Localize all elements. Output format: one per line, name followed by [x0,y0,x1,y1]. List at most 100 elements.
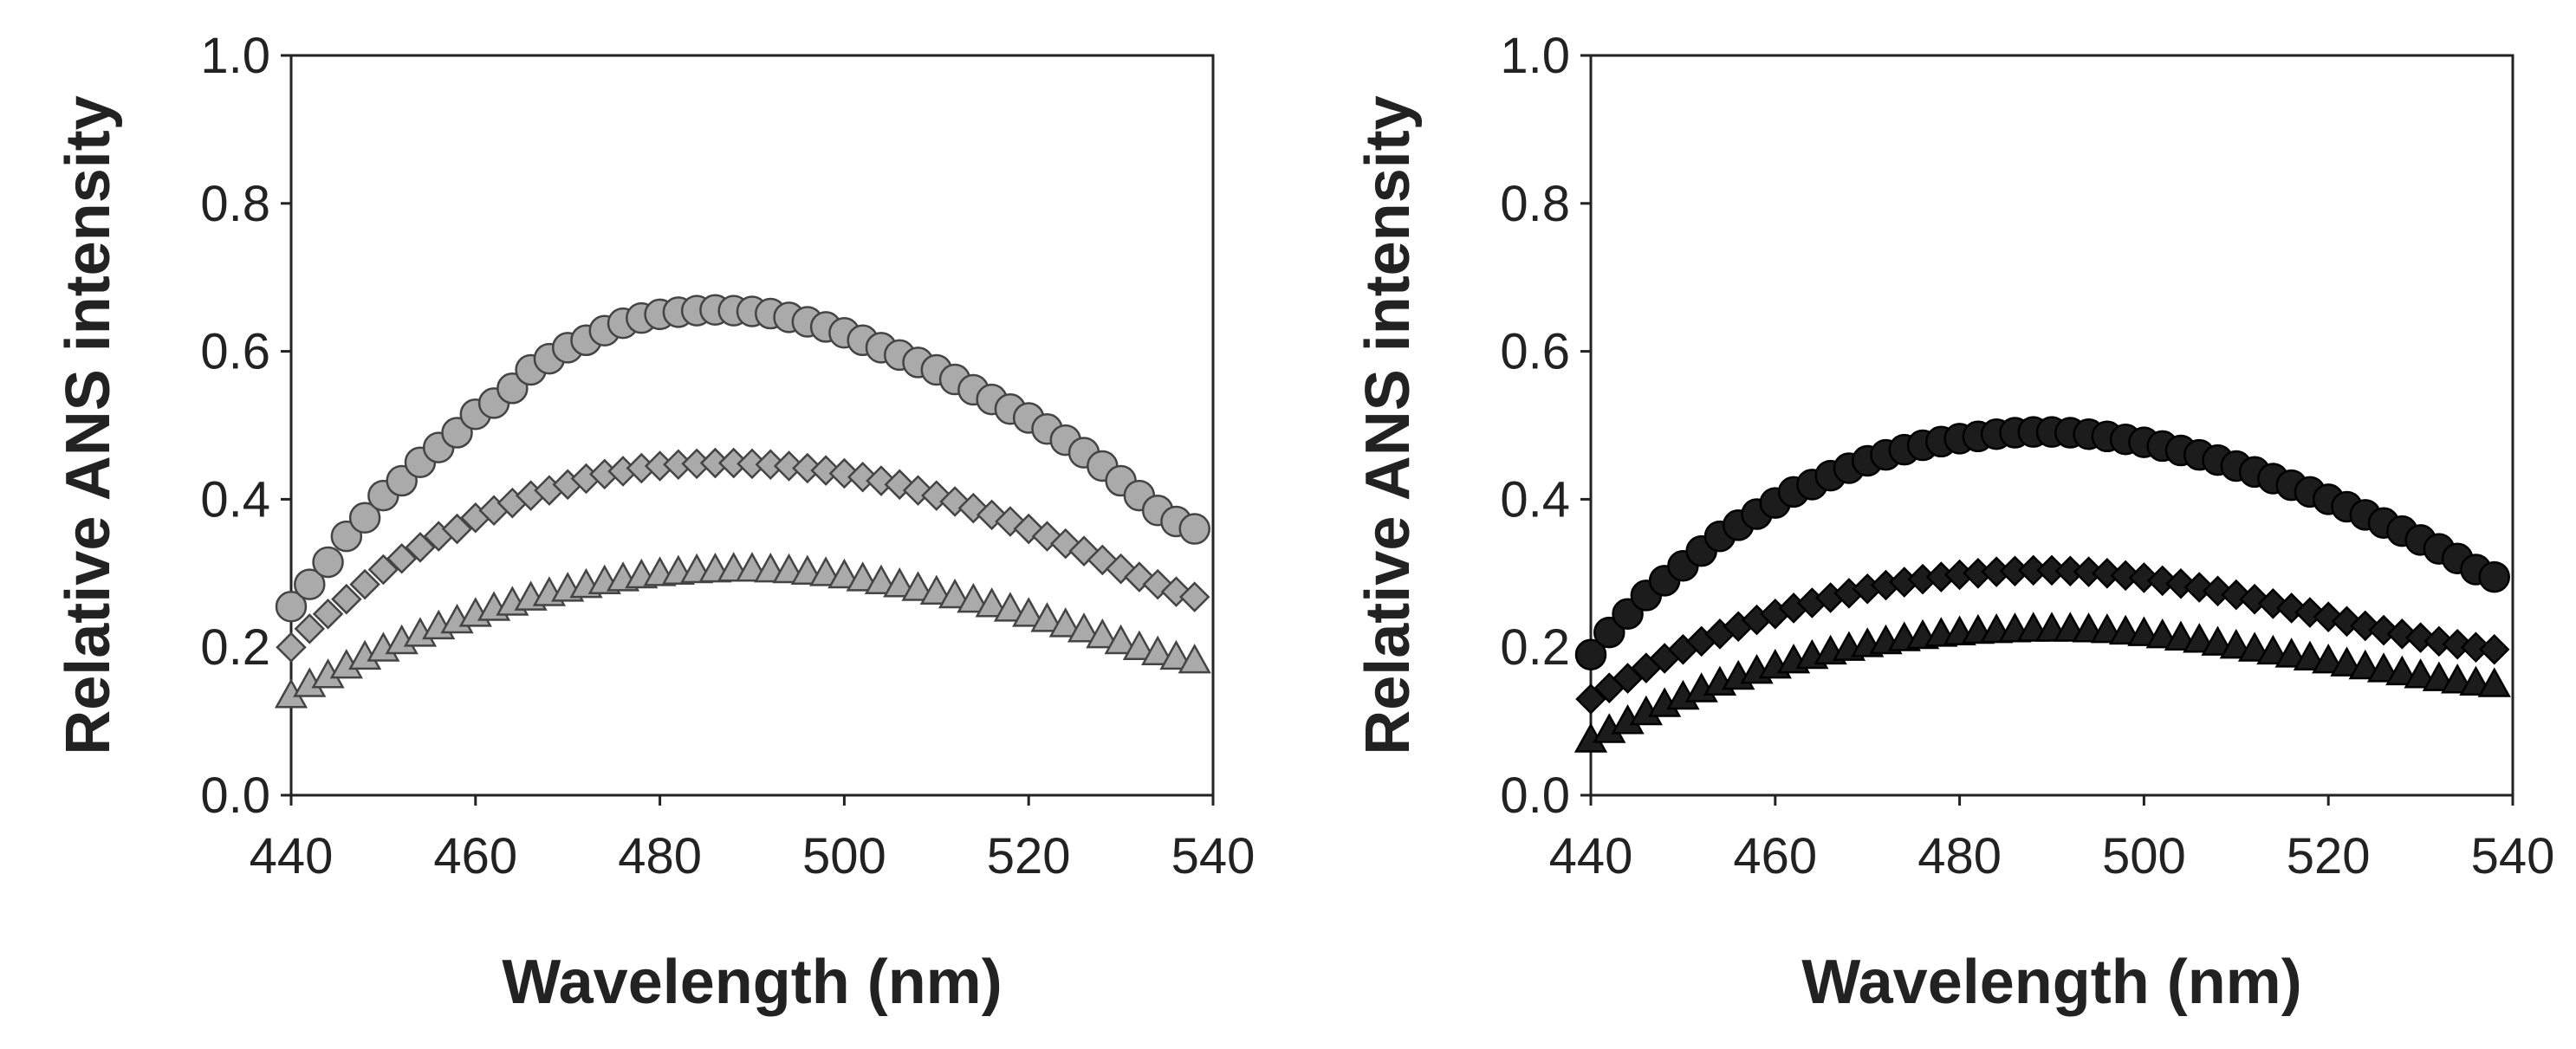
data-point-diamond [367,554,399,586]
data-point-triangle [975,587,1009,618]
series-triangle [274,552,1211,709]
data-point-triangle [1012,597,1046,627]
y-tick-label: 1.0 [1500,28,1570,84]
data-point-diamond [2478,633,2510,665]
data-point-triangle [1122,630,1157,661]
data-point-triangle [808,556,843,586]
data-point-circle [312,546,344,579]
y-tick-label: 0.4 [200,471,270,528]
y-tick-label: 0.6 [200,324,270,380]
data-point-diamond [405,532,436,563]
y-tick-label: 0.8 [200,176,270,232]
x-tick-label: 460 [433,828,517,884]
data-point-triangle [2274,638,2308,668]
y-tick-label: 1.0 [200,28,270,84]
data-point-triangle [2348,649,2382,680]
y-tick-label: 0.4 [1500,471,1570,528]
y-tick-label: 0.0 [1500,767,1570,824]
y-tick-label: 0.0 [200,767,270,824]
data-point-triangle [1178,643,1211,674]
data-point-triangle [2293,640,2327,671]
data-point-circle [294,568,326,600]
y-tick-label: 0.2 [200,619,270,676]
data-point-triangle [2183,623,2216,653]
data-point-triangle [2164,620,2198,651]
data-point-triangle [957,582,990,613]
series-circle [275,294,1210,623]
right-chart-panel: 0.0 0.2 0.4 0.6 0.8 1.0 440 460 480 500 520 540 Wave… [1353,28,2554,1017]
data-point-triangle [1086,618,1119,649]
data-point-diamond [1575,683,1606,715]
data-point-triangle [2201,625,2235,656]
x-tick-label: 440 [250,828,334,884]
x-tick-label: 500 [2102,828,2186,884]
data-point-diamond [792,452,823,484]
data-point-triangle [827,558,861,589]
x-tick-label: 540 [1171,828,1256,884]
data-point-triangle [846,561,879,592]
x-tick-label: 520 [2287,828,2371,884]
x-tick-label: 440 [1549,828,1633,884]
data-point-circle [1178,513,1210,545]
data-point-circle [1574,638,1607,670]
data-point-diamond [810,455,841,486]
data-point-diamond [2460,631,2492,663]
data-point-diamond [1178,581,1210,612]
x-axis-title: Wavelength (nm) [502,948,1002,1017]
x-tick-label: 500 [802,828,886,884]
data-point-triangle [2330,646,2364,677]
series-diamond [276,447,1210,663]
y-tick-label: 0.8 [1500,176,1570,232]
data-point-triangle [1104,624,1138,655]
x-tick-label: 480 [1917,828,2002,884]
data-point-diamond [2424,625,2455,657]
series-triangle [1574,612,2511,753]
left-chart-panel: 0.0 0.2 0.4 0.6 0.8 1.0 440 460 480 500 520 540 Wave… [54,28,1255,1017]
data-point-triangle [919,574,953,605]
data-point-triangle [2312,643,2346,674]
data-point-triangle [1030,602,1064,632]
data-point-circle [348,502,381,534]
y-axis-title: Relative ANS intensity [54,95,123,755]
x-tick-label: 460 [1733,828,1817,884]
data-point-triangle [901,571,935,601]
data-point-diamond [294,613,326,644]
data-point-diamond [773,450,805,482]
data-point-triangle [2219,628,2253,659]
data-point-triangle [2422,661,2456,691]
data-point-triangle [2127,616,2161,646]
data-point-diamond [441,513,473,545]
data-point-triangle [2237,631,2272,662]
y-axis-title: Relative ANS intensity [1353,95,1423,755]
data-point-diamond [331,583,362,615]
data-point-triangle [993,592,1028,622]
series-circle [1574,416,2510,670]
data-point-triangle [2441,664,2475,694]
data-point-triangle [938,578,972,609]
data-point-diamond [2442,629,2473,660]
data-point-diamond [2110,560,2141,592]
data-point-diamond [2146,565,2178,597]
x-axis-title: Wavelength (nm) [1801,948,2301,1017]
data-point-diamond [349,568,380,600]
data-point-triangle [2404,658,2437,689]
data-point-triangle [2477,667,2511,697]
x-tick-label: 540 [2471,828,2555,884]
data-point-triangle [883,567,917,598]
data-point-triangle [1048,607,1082,638]
y-tick-label: 0.2 [1500,619,1570,676]
data-point-triangle [1141,635,1175,666]
data-point-triangle [864,564,899,595]
data-point-triangle [1159,639,1193,670]
data-point-circle [275,590,308,623]
x-tick-label: 480 [618,828,702,884]
data-point-triangle [2366,652,2401,683]
data-point-diamond [2092,558,2123,589]
data-point-diamond [276,631,307,663]
data-point-triangle [2145,618,2179,649]
y-tick-label: 0.6 [1500,324,1570,380]
data-point-diamond [2128,562,2160,593]
data-point-diamond [386,542,418,574]
data-point-diamond [312,599,344,630]
